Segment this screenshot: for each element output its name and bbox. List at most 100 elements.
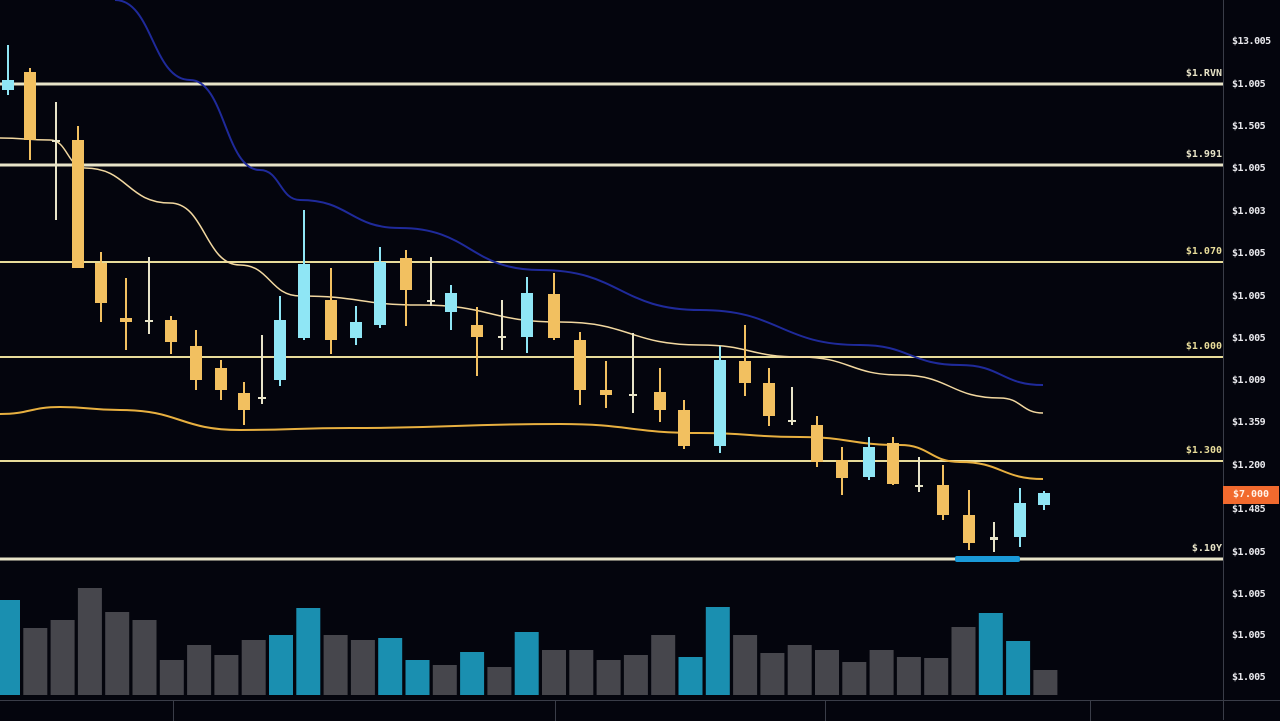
time-axis[interactable]	[0, 700, 1280, 721]
candle-body	[52, 140, 60, 142]
candle-body	[190, 346, 202, 380]
volume-bar	[296, 608, 321, 695]
candle-body	[763, 383, 775, 416]
price-axis-label: $1.005	[1232, 248, 1266, 259]
volume-bar	[569, 650, 594, 695]
volume-bar	[1006, 641, 1031, 695]
price-axis-label: $1.005	[1232, 163, 1266, 174]
volume-bar	[1033, 670, 1058, 695]
volume-bar	[460, 652, 485, 695]
volume-bar	[542, 650, 566, 695]
candle-body	[521, 293, 533, 337]
price-level-label: $1.RVN	[1185, 68, 1222, 79]
candle-body	[95, 263, 107, 303]
price-axis-label: $1.009	[1232, 375, 1266, 386]
price-axis-label: $1.200	[1232, 460, 1266, 471]
volume-bar	[596, 660, 621, 695]
candle-body	[1014, 503, 1026, 537]
volume-bar	[0, 600, 20, 695]
candle-body	[471, 325, 483, 337]
candle-body	[739, 361, 751, 383]
volume-bar	[132, 620, 157, 695]
volume-bar	[214, 655, 239, 695]
time-axis-tick	[555, 701, 556, 721]
price-axis-label: $1.359	[1232, 417, 1266, 428]
volume-bar	[815, 650, 839, 695]
price-axis-divider	[1223, 0, 1224, 720]
price-level-label: $1.300	[1185, 445, 1222, 456]
candle-body	[427, 300, 435, 302]
price-axis-label: $1.005	[1232, 547, 1266, 558]
volume-bar	[842, 662, 867, 695]
current-price-tag: $7.000	[1223, 486, 1279, 504]
candle-body	[238, 393, 250, 410]
candle-body	[498, 336, 506, 338]
moving-average-line	[0, 137, 1044, 414]
price-axis-label: $1.005	[1232, 79, 1266, 90]
support-highlight	[955, 556, 1020, 562]
volume-bar	[323, 635, 348, 695]
candle-body	[258, 397, 266, 399]
candle-body	[215, 368, 227, 390]
volume-bar	[787, 645, 812, 695]
volume-bar	[405, 660, 430, 695]
candle-body	[24, 72, 36, 140]
candle-body	[600, 390, 612, 395]
time-axis-tick	[825, 701, 826, 721]
volume-bar	[269, 635, 293, 695]
volume-bar	[705, 607, 730, 695]
price-axis-label: $1.005	[1232, 672, 1266, 683]
price-axis-label: $1.005	[1232, 291, 1266, 302]
price-axis-label: $1.485	[1232, 504, 1266, 515]
volume-bar	[978, 613, 1003, 695]
volume-bar	[241, 640, 266, 695]
price-axis-label: $1.005	[1232, 333, 1266, 344]
price-axis-label: $1.005	[1232, 589, 1266, 600]
volume-bar	[869, 650, 894, 695]
candle-body	[915, 485, 923, 487]
candle-body	[788, 420, 796, 422]
candle-body	[145, 320, 153, 322]
volume-bar	[733, 635, 758, 695]
volume-bar	[159, 660, 184, 695]
price-level-label: $1.991	[1185, 149, 1222, 160]
volume-bar	[678, 657, 703, 695]
candle-body	[863, 447, 875, 477]
volume-bar	[378, 638, 403, 695]
candle-body	[400, 258, 412, 290]
volume-bar	[23, 628, 48, 695]
candle-body	[325, 300, 337, 340]
time-axis-tick	[1090, 701, 1091, 721]
candle-body	[629, 394, 637, 396]
price-axis-label: $1.003	[1232, 206, 1266, 217]
volume-bar	[50, 620, 75, 695]
candle-body	[1038, 493, 1050, 505]
volume-bar	[924, 658, 949, 695]
volume-bar	[760, 653, 785, 695]
price-axis-label: $1.005	[1232, 630, 1266, 641]
candle-body	[990, 537, 998, 540]
candle-body	[274, 320, 286, 380]
volume-bar	[77, 588, 102, 695]
price-level-label: $1.070	[1185, 246, 1222, 257]
candle-body	[811, 425, 823, 462]
candle-body	[165, 320, 177, 342]
candle-body	[374, 262, 386, 325]
candle-body	[120, 318, 132, 322]
volume-bar	[350, 640, 375, 695]
volume-bar	[487, 667, 512, 695]
candle-body	[963, 515, 975, 543]
volume-bar	[896, 657, 921, 695]
volume-bar	[187, 645, 212, 695]
volume-bar	[951, 627, 976, 695]
volume-bar	[432, 665, 457, 695]
candle-body	[445, 293, 457, 312]
candle-body	[72, 140, 84, 268]
candle-body	[574, 340, 586, 390]
volume-bar	[651, 635, 676, 695]
time-axis-tick	[173, 701, 174, 721]
volume-bar	[623, 655, 648, 695]
candle-body	[2, 80, 14, 90]
